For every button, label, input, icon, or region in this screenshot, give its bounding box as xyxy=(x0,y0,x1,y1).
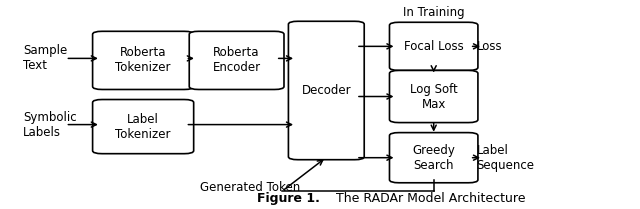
FancyBboxPatch shape xyxy=(189,31,284,89)
Text: Roberta
Tokenizer: Roberta Tokenizer xyxy=(115,46,171,74)
Text: The RADAr Model Architecture: The RADAr Model Architecture xyxy=(320,192,525,205)
Text: In Training: In Training xyxy=(403,6,465,19)
Text: Generated Token: Generated Token xyxy=(200,181,301,194)
Text: Log Soft
Max: Log Soft Max xyxy=(410,83,458,111)
FancyBboxPatch shape xyxy=(390,22,478,70)
FancyBboxPatch shape xyxy=(93,99,194,154)
FancyBboxPatch shape xyxy=(93,31,194,89)
Text: Figure 1.: Figure 1. xyxy=(257,192,320,205)
Text: Focal Loss: Focal Loss xyxy=(404,40,463,53)
Text: Loss: Loss xyxy=(477,40,502,53)
Text: Roberta
Encoder: Roberta Encoder xyxy=(212,46,260,74)
FancyBboxPatch shape xyxy=(289,21,364,160)
Text: Greedy
Search: Greedy Search xyxy=(412,144,455,172)
Text: Decoder: Decoder xyxy=(301,84,351,97)
Text: Sample
Text: Sample Text xyxy=(23,44,67,72)
FancyBboxPatch shape xyxy=(390,133,478,183)
Text: Symbolic
Labels: Symbolic Labels xyxy=(23,111,77,139)
Text: Label
Tokenizer: Label Tokenizer xyxy=(115,113,171,141)
FancyBboxPatch shape xyxy=(390,70,478,123)
Text: Label
Sequence: Label Sequence xyxy=(477,144,534,172)
